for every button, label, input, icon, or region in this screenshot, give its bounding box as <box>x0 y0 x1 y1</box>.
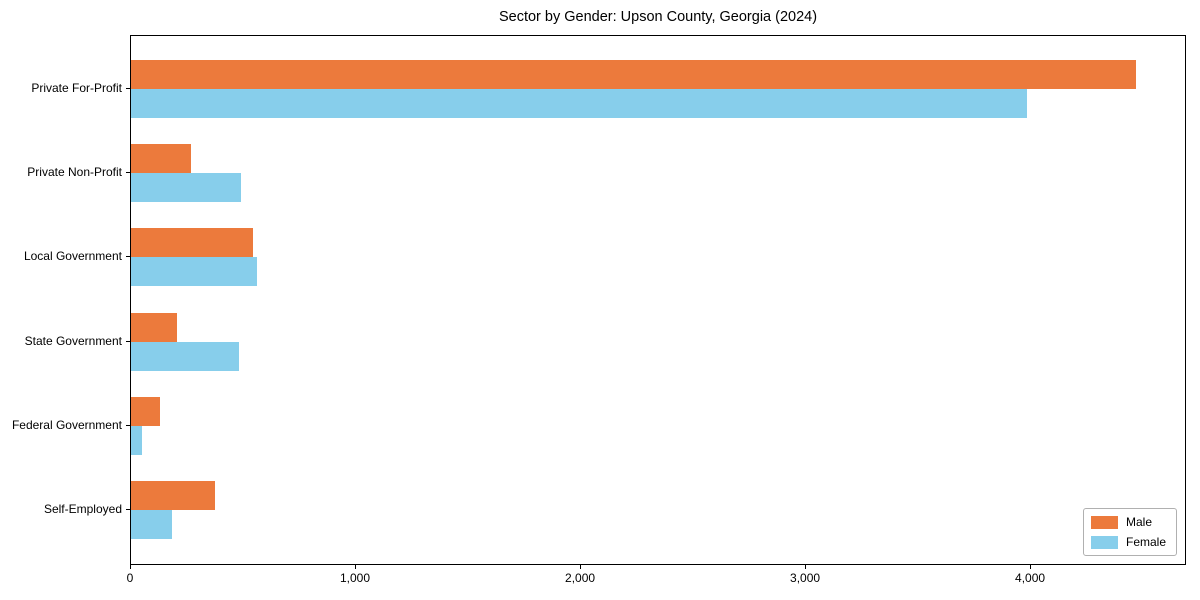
y-tick-label-local-government: Local Government <box>23 249 122 264</box>
legend-entry-male: Male <box>1090 515 1166 529</box>
bar-male-federal-government <box>131 396 161 426</box>
y-tick-label-state-government: State Government <box>24 333 122 348</box>
y-tick-mark <box>126 88 130 89</box>
bar-male-private-non-profit <box>131 144 191 174</box>
y-tick-label-private-for-profit: Private For-Profit <box>31 81 122 95</box>
y-tick-mark <box>126 172 130 174</box>
bar-female-private-for-profit <box>131 89 1027 118</box>
plot-area: Male Female <box>130 35 1186 565</box>
x-tick-mark <box>355 565 357 569</box>
legend-label-female: Female <box>1125 535 1166 549</box>
y-tick-label-federal-government: Federal Government <box>11 417 122 432</box>
x-tick-mark <box>130 565 131 569</box>
y-tick-label-self-employed: Self-Employed <box>43 502 122 516</box>
bar-male-self-employed <box>131 481 216 510</box>
bar-male-state-government <box>131 312 178 342</box>
legend: Male Female <box>1082 508 1177 556</box>
bar-female-self-employed <box>131 510 172 539</box>
legend-label-male: Male <box>1125 515 1152 529</box>
x-tick-mark <box>805 565 807 569</box>
chart-title: Sector by Gender: Upson County, Georgia … <box>498 9 818 25</box>
y-tick-mark <box>126 509 130 510</box>
x-tick-mark <box>1030 565 1032 569</box>
bar-male-local-government <box>131 228 253 258</box>
bar-female-private-non-profit <box>131 173 242 203</box>
y-tick-label-private-non-profit: Private Non-Profit <box>27 165 122 180</box>
y-tick-mark <box>126 340 130 342</box>
bar-male-private-for-profit <box>131 60 1136 89</box>
x-tick-mark <box>580 565 582 569</box>
legend-entry-female: Female <box>1090 535 1166 549</box>
y-tick-mark <box>126 256 130 258</box>
x-tick-label-0: 0 <box>126 571 134 585</box>
x-tick-label-3-000: 3,000 <box>790 571 821 585</box>
x-tick-label-1-000: 1,000 <box>340 571 371 585</box>
legend-swatch-female <box>1090 535 1118 549</box>
x-tick-label-4-000: 4,000 <box>1015 571 1046 585</box>
bar-female-federal-government <box>131 425 143 455</box>
y-tick-mark <box>126 424 130 426</box>
bar-female-local-government <box>131 257 257 287</box>
bar-female-state-government <box>131 341 239 371</box>
legend-swatch-male <box>1090 515 1118 529</box>
x-tick-label-2-000: 2,000 <box>565 571 596 585</box>
